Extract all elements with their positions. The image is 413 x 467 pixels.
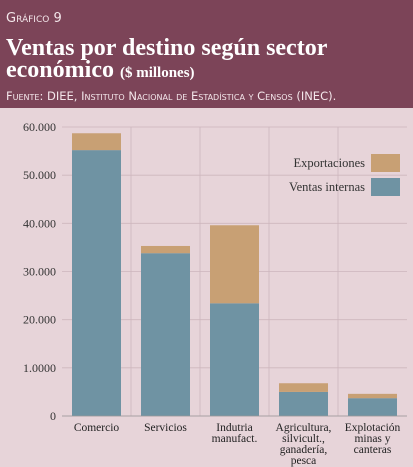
bar-segment xyxy=(141,253,190,416)
y-tick-label: 50.000 xyxy=(23,168,56,182)
source: Fuente: DIEE, Instituto Nacional de Esta… xyxy=(6,89,336,103)
bar-segment xyxy=(279,383,328,392)
unit: ($ millones) xyxy=(120,65,195,81)
bar-segment xyxy=(141,245,190,254)
x-tick-label: Indutria manufact. xyxy=(212,422,258,445)
legend-swatch xyxy=(371,178,400,196)
y-tick-label: 30.000 xyxy=(23,265,56,279)
x-tick-label: Explotación minas y canteras xyxy=(345,422,401,456)
legend-swatch xyxy=(371,154,400,172)
bar-segment xyxy=(279,391,328,416)
bar-segment xyxy=(210,303,259,416)
y-tick-label: 1.0000 xyxy=(23,361,56,375)
bar-segment xyxy=(348,393,397,399)
bar-segment xyxy=(348,398,397,416)
bar-segment xyxy=(72,150,121,416)
bar-segment xyxy=(210,225,259,304)
header-band xyxy=(0,0,413,108)
y-tick-label: 60.000 xyxy=(23,120,56,134)
kicker: Gráfico 9 xyxy=(6,11,62,26)
legend-label: Ventas internas xyxy=(289,180,365,194)
legend-label: Exportaciones xyxy=(293,156,365,170)
x-tick-label: Agricultura, silvicult., ganadería, pesca xyxy=(276,422,332,467)
x-tick-label: Comercio xyxy=(74,422,120,434)
x-tick-label: Servicios xyxy=(144,422,187,434)
plot-background xyxy=(0,108,413,467)
bar-segment xyxy=(72,133,121,151)
y-tick-label: 0 xyxy=(50,409,56,423)
y-tick-label: 20.000 xyxy=(23,313,56,327)
y-tick-label: 40.000 xyxy=(23,216,56,230)
chart-title: Ventas por destino según sector económico xyxy=(6,35,328,83)
